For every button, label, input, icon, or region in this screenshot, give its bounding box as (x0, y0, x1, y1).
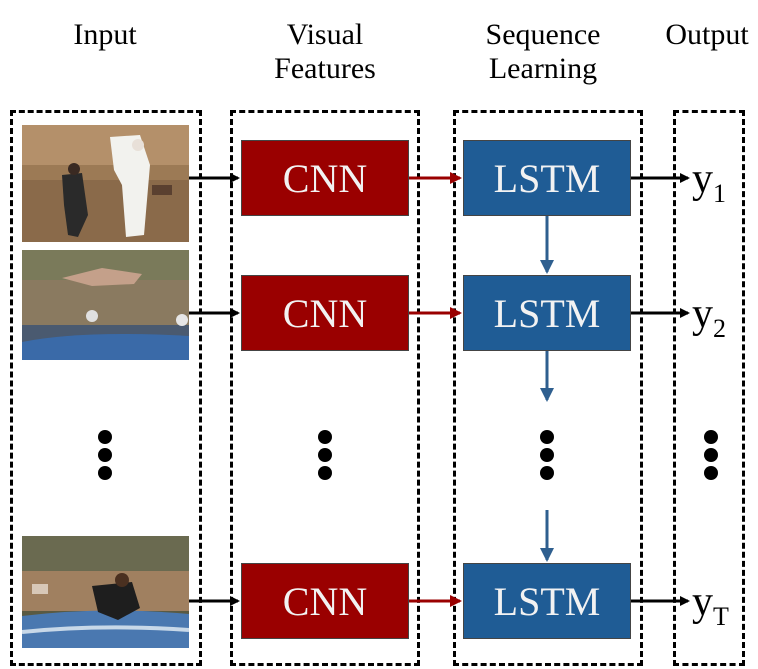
output-y2-base: y (692, 291, 713, 337)
cnn-node-2-label: CNN (282, 290, 368, 336)
lstm-node-2: LSTM (463, 275, 631, 351)
sequence-learning-column-box (453, 110, 643, 666)
sequence-ellipsis-icon (540, 430, 554, 484)
input-column-box (10, 110, 202, 666)
cnn-node-1: CNN (241, 140, 409, 216)
header-visual-text: Visual (286, 18, 364, 51)
output-yT-subscript: T (713, 602, 729, 631)
visual-features-column-box (230, 110, 420, 666)
header-sequence-learning: Sequence Learning (458, 18, 628, 86)
header-output-text: Output (665, 18, 749, 51)
header-visual-features: Visual Features (240, 18, 410, 86)
header-input-text: Input (73, 18, 137, 51)
lstm-node-1: LSTM (463, 140, 631, 216)
output-ellipsis-icon (704, 430, 718, 484)
lstm-node-2-label: LSTM (493, 290, 601, 336)
input-frame-1-image (22, 125, 189, 242)
lstm-node-3-label: LSTM (493, 578, 601, 624)
output-yT: yT (692, 578, 729, 632)
input-ellipsis-icon (98, 430, 112, 484)
lstm-node-1-label: LSTM (493, 155, 601, 201)
output-yT-base: y (692, 579, 713, 625)
cnn-node-2: CNN (241, 275, 409, 351)
output-y2-subscript: 2 (713, 314, 726, 343)
cnn-node-1-label: CNN (282, 155, 368, 201)
output-y2: y2 (692, 290, 726, 344)
header-learning-text: Learning (488, 52, 598, 85)
header-output: Output (652, 18, 758, 52)
input-frame-2-image (22, 250, 189, 360)
cnn-node-3-label: CNN (282, 578, 368, 624)
output-column-box (673, 110, 745, 666)
header-features-text: Features (274, 52, 376, 85)
header-sequence-text: Sequence (485, 18, 601, 51)
output-y1-base: y (692, 156, 713, 202)
input-frame-3-image (22, 536, 189, 648)
lstm-node-3: LSTM (463, 563, 631, 639)
output-y1-subscript: 1 (713, 179, 726, 208)
features-ellipsis-icon (318, 430, 332, 484)
header-input: Input (40, 18, 170, 52)
cnn-node-3: CNN (241, 563, 409, 639)
output-y1: y1 (692, 155, 726, 209)
